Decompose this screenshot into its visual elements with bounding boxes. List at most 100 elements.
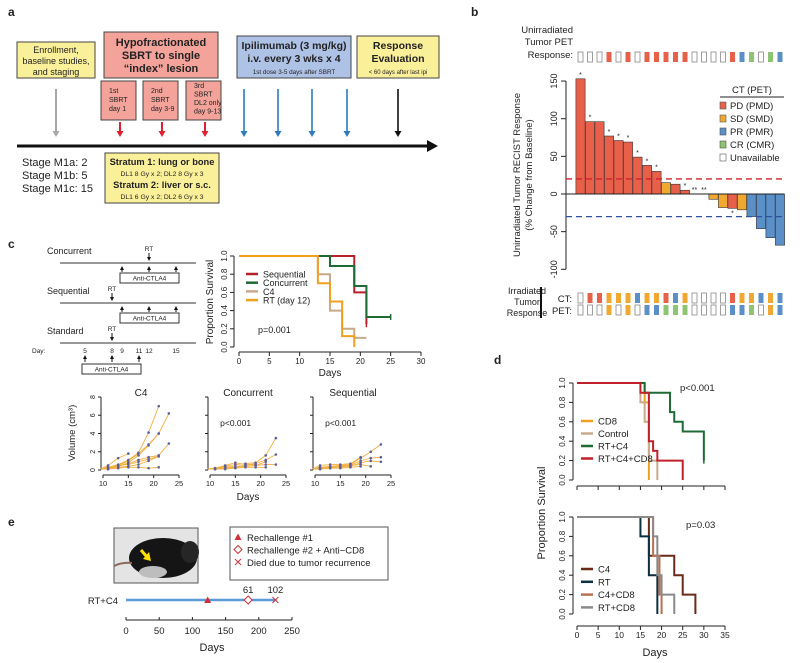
growth-point <box>254 465 257 469</box>
strata-box <box>104 152 220 204</box>
sbrt-dose-text: SBRT <box>109 97 128 104</box>
significance-marker: * <box>608 129 611 136</box>
mouse-photo <box>113 527 199 584</box>
y-axis-label: Proportion Survival <box>536 467 548 560</box>
diamond-marker-icon <box>243 595 253 605</box>
irradiated-response-square <box>730 293 735 303</box>
irradiated-response-square <box>758 304 764 316</box>
y-tick-label: 1.0 <box>558 377 567 389</box>
enrollment-text: Enrollment, <box>33 45 79 55</box>
irradiated-response-square <box>635 293 640 303</box>
y-tick-label: 0.4 <box>220 304 229 316</box>
pet-response-square <box>615 51 622 63</box>
pet-response-square <box>739 52 745 62</box>
survival-curve <box>577 516 676 614</box>
growth-point <box>359 455 362 459</box>
pet-response-square <box>749 52 754 62</box>
irradiated-response-square <box>577 292 584 304</box>
drug-label: Anti-CTLA4 <box>133 276 167 283</box>
sbrt-dose-text: 1st <box>109 88 118 95</box>
significance-marker: * <box>731 210 734 217</box>
sbrt-dose-text: SBRT <box>194 92 213 99</box>
up-arrow-icon <box>110 355 114 362</box>
legend-label: Sequential <box>263 270 306 280</box>
legend-label: Died due to tumor recurrence <box>247 558 371 569</box>
drug-label: Anti-CTLA4 <box>95 367 129 374</box>
y-tick-label: -100 <box>549 260 559 278</box>
sbrt-dose-text: 3rd <box>194 83 204 90</box>
y-tick-label: 0.0 <box>220 341 229 353</box>
growth-point <box>127 465 130 469</box>
blue-down-arrow-icon <box>308 89 316 137</box>
waterfall-bar <box>746 193 757 217</box>
x-tick-label: 10 <box>99 479 107 488</box>
gray-down-arrow-icon <box>52 89 60 137</box>
irradiated-response-square <box>597 293 602 303</box>
legend-label: Rechallenge #1 <box>247 533 313 544</box>
x-tick-label: 20 <box>657 630 667 640</box>
waterfall-bar <box>594 121 605 195</box>
growth-point <box>244 463 247 466</box>
growth-point <box>167 412 171 415</box>
legend-label: RT+C4+CD8 <box>598 454 653 465</box>
growth-point <box>359 465 362 468</box>
legend-swatch <box>719 114 727 123</box>
growth-point <box>137 460 140 464</box>
growth-point <box>349 465 352 469</box>
triangle-marker-icon <box>204 596 212 603</box>
growth-point <box>234 461 237 465</box>
blue-down-arrow-icon <box>274 89 282 137</box>
growth-point <box>147 466 150 470</box>
irradiated-response-square <box>625 293 631 303</box>
irradiated-response-square <box>749 293 754 303</box>
irradiated-response-square <box>587 304 593 316</box>
pet-row-label: Response: <box>528 50 573 61</box>
pet-response-square <box>720 51 726 63</box>
response-note: < 60 days after last ipi <box>369 70 428 76</box>
x-tick-label: 5 <box>596 630 601 640</box>
rt-down-arrow-icon <box>147 253 151 261</box>
y-tick-label: 2 <box>90 450 97 454</box>
x-tick-label: 30 <box>699 630 709 640</box>
waterfall-bar <box>718 193 728 208</box>
panel-label-a: a <box>8 5 15 19</box>
y-tick-label: 0.8 <box>558 530 567 542</box>
day-tick: 5 <box>83 348 87 355</box>
x-tick-label: 0 <box>123 626 128 637</box>
stage-count: Stage M1c: 15 <box>22 183 93 195</box>
significance-marker: * <box>684 183 687 190</box>
growth-point <box>157 404 161 408</box>
x-tick-label: 20 <box>256 479 264 488</box>
growth-panel-1: 0 2 4 6 8 10 15 20 25 C4 Volume (cm³) <box>67 388 183 488</box>
drug-label: Anti-CTLA4 <box>133 316 167 323</box>
y-tick-label: 0.0 <box>558 474 567 486</box>
growth-point <box>137 454 140 457</box>
legend-label: Rechallenge #2 + Anti−CD8 <box>247 546 364 557</box>
stratum-dose: DL1 6 Gy x 2; DL2 6 Gy x 3 <box>120 194 203 201</box>
growth-point <box>137 458 140 462</box>
rt-down-arrow-icon <box>110 293 114 301</box>
x-tick-label: 200 <box>251 626 267 637</box>
yellow-arrow-icon <box>139 549 151 561</box>
ipilimumab-box <box>236 35 352 79</box>
x-tick-label: 150 <box>218 626 234 637</box>
pet-response-square <box>710 51 717 63</box>
growth-panel-2: 10 15 20 25 Concurrent p<0.001 Days <box>205 388 290 503</box>
significance-marker: * <box>646 158 649 165</box>
x-tick-label: 35 <box>720 630 730 640</box>
significance-marker: * <box>655 164 658 171</box>
x-tick-label: 25 <box>387 479 395 488</box>
significance-marker: ** <box>692 187 698 194</box>
irradiated-label: Tumor <box>514 297 540 307</box>
x-axis-label: Days <box>237 492 260 503</box>
x-tick-label: 100 <box>184 626 200 637</box>
sbrt-dose-text: day 9-13 <box>194 109 221 116</box>
x-marker-icon <box>234 558 242 566</box>
triangle-marker-icon <box>234 533 242 540</box>
legend-title: CT (PET) <box>732 85 772 96</box>
legend-swatch <box>719 140 727 149</box>
legend-swatch <box>719 127 727 136</box>
waterfall-bar <box>651 171 662 195</box>
waterfall-bar <box>708 193 719 200</box>
